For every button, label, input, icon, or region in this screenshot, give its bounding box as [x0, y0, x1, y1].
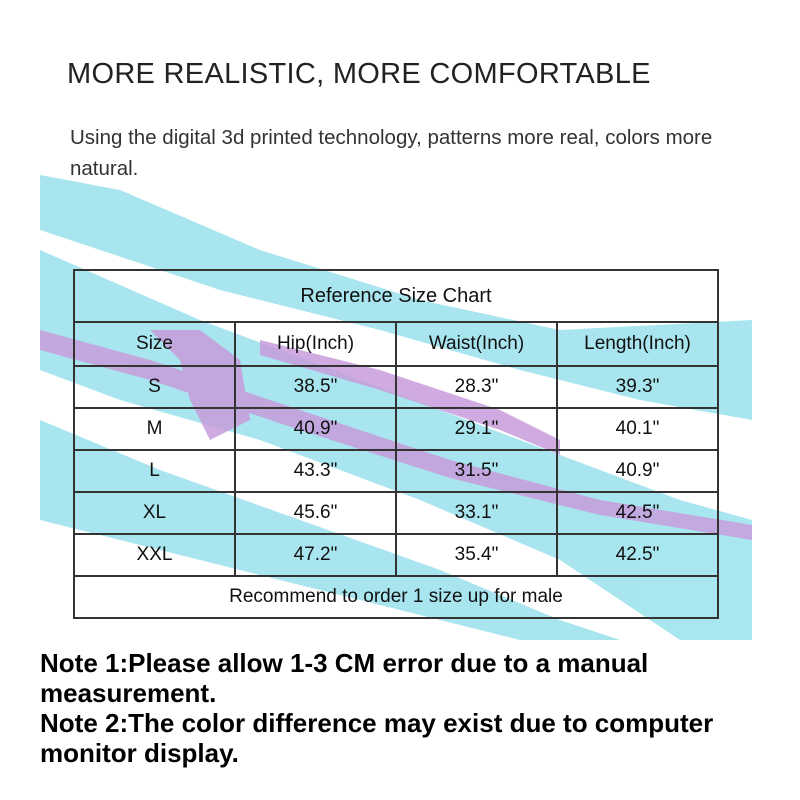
cell: S: [73, 365, 236, 409]
cell: 38.5": [234, 365, 397, 409]
cell: 40.9": [556, 449, 719, 493]
table-row: M 40.9" 29.1" 40.1": [73, 407, 719, 451]
column-header: Hip(Inch): [234, 321, 397, 367]
column-header: Length(Inch): [556, 321, 719, 367]
cell: 40.9": [234, 407, 397, 451]
header-row: Size Hip(Inch) Waist(Inch) Length(Inch): [73, 321, 719, 367]
cell: XXL: [73, 533, 236, 577]
cell: 45.6": [234, 491, 397, 535]
cell: 42.5": [556, 491, 719, 535]
cell: 43.3": [234, 449, 397, 493]
column-header: Size: [73, 321, 236, 367]
table-row: S 38.5" 28.3" 39.3": [73, 365, 719, 409]
size-chart-title: Reference Size Chart: [73, 269, 719, 323]
cell: 35.4": [395, 533, 558, 577]
subtitle: Using the digital 3d printed technology,…: [70, 126, 713, 180]
notes: Note 1:Please allow 1-3 CM error due to …: [40, 648, 780, 768]
note-1: Note 1:Please allow 1-3 CM error due to …: [40, 648, 649, 708]
cell: 31.5": [395, 449, 558, 493]
cell: L: [73, 449, 236, 493]
table-row: XL 45.6" 33.1" 42.5": [73, 491, 719, 535]
headline: MORE REALISTIC, MORE COMFORTABLE: [67, 58, 651, 90]
cell: 47.2": [234, 533, 397, 577]
cell: 42.5": [556, 533, 719, 577]
cell: 39.3": [556, 365, 719, 409]
cell: 29.1": [395, 407, 558, 451]
cell: 40.1": [556, 407, 719, 451]
note-2: Note 2:The color difference may exist du…: [40, 708, 714, 768]
cell: 33.1": [395, 491, 558, 535]
table-row: L 43.3" 31.5" 40.9": [73, 449, 719, 493]
cell: XL: [73, 491, 236, 535]
size-chart-table: Reference Size Chart Size Hip(Inch) Wais…: [73, 269, 719, 619]
cell: 28.3": [395, 365, 558, 409]
table-row: XXL 47.2" 35.4" 42.5": [73, 533, 719, 577]
cell: M: [73, 407, 236, 451]
size-chart-footer: Recommend to order 1 size up for male: [73, 575, 719, 619]
column-header: Waist(Inch): [395, 321, 558, 367]
